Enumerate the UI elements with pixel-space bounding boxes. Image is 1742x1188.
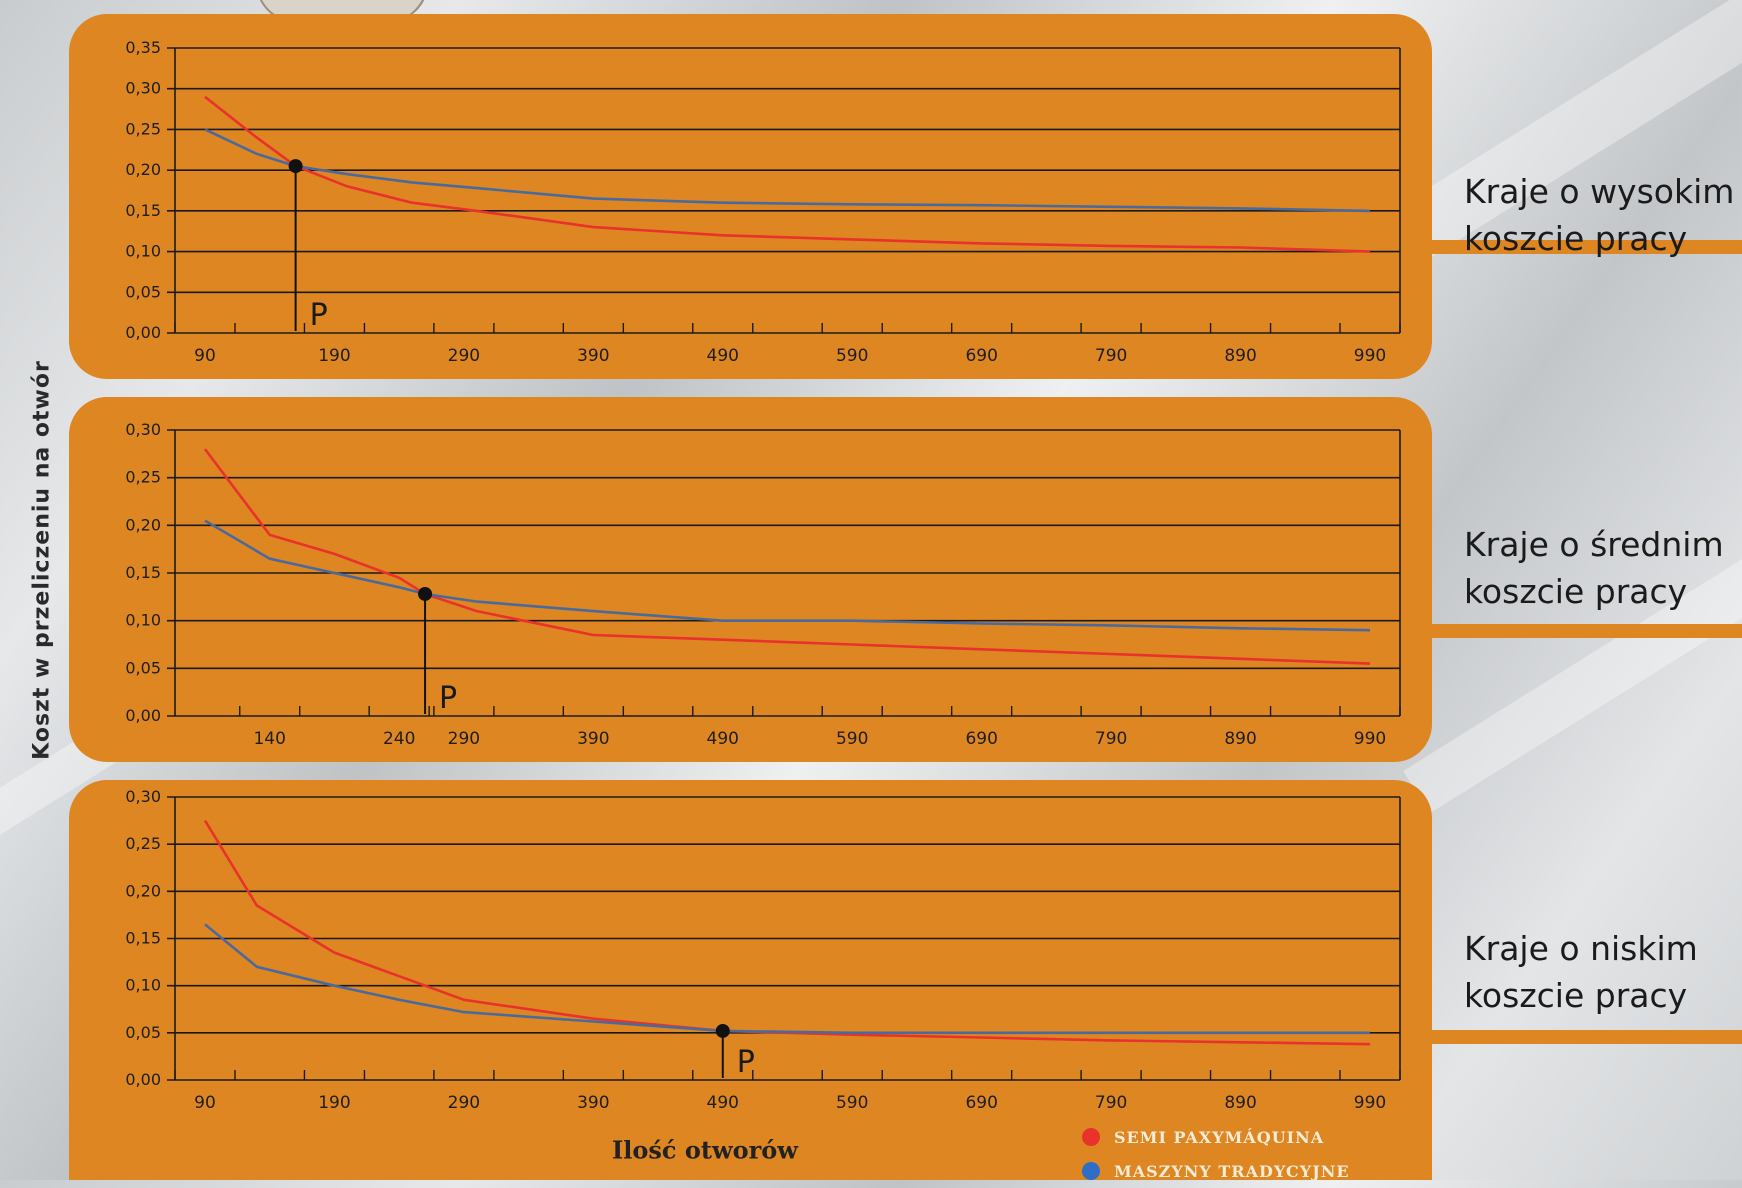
y-tick-label: 0,20 — [125, 881, 161, 900]
x-tick-label: 290 — [448, 729, 480, 749]
series-line-traditional — [204, 519, 1371, 632]
y-tick-label: 0,05 — [125, 658, 161, 677]
x-tick-label: 890 — [1224, 346, 1256, 366]
breakeven-point — [715, 1023, 730, 1038]
side-band-low — [1420, 1030, 1742, 1044]
y-tick-label: 0,20 — [125, 515, 161, 534]
breakeven-label: P — [310, 298, 328, 333]
side-band-high — [1420, 240, 1742, 254]
series-line-traditional — [204, 923, 1370, 1035]
x-tick-label: 490 — [707, 346, 739, 366]
chart-panel-medium — [69, 397, 1432, 762]
chart-panel-low — [69, 780, 1432, 1180]
legend-dot-semi — [1082, 1128, 1100, 1146]
y-tick-label: 0,10 — [125, 976, 161, 995]
legend: SEMI PAXYMÁQUINA MASZYNY TRADYCYJNE — [1082, 1120, 1350, 1188]
y-tick-label: 0,00 — [125, 323, 161, 342]
x-axis-title: Ilość otworów — [612, 1135, 798, 1165]
y-tick-label: 0,25 — [125, 834, 161, 853]
breakeven-label: P — [737, 1045, 755, 1080]
label-medium-labor-cost: Kraje o średnim koszcie pracy — [1464, 525, 1724, 611]
y-tick-label: 0,05 — [125, 282, 161, 301]
x-tick-label: 890 — [1224, 1093, 1256, 1113]
y-tick-label: 0,25 — [125, 119, 161, 138]
x-tick-label: 690 — [965, 346, 997, 366]
legend-item-traditional: MASZYNY TRADYCYJNE — [1082, 1154, 1350, 1188]
x-tick-label: 790 — [1095, 1093, 1127, 1113]
x-tick-label: 790 — [1095, 729, 1127, 749]
x-tick-label: 590 — [836, 346, 868, 366]
series-line-semi — [203, 448, 1371, 665]
y-tick-label: 0,10 — [125, 611, 161, 630]
y-tick-label: 0,15 — [125, 929, 161, 948]
x-tick-label: 790 — [1095, 346, 1127, 366]
x-tick-label: 140 — [253, 729, 285, 749]
x-tick-label: 390 — [577, 729, 609, 749]
x-tick-label: 190 — [318, 346, 350, 366]
breakeven-point — [418, 586, 433, 601]
label-high-labor-cost: Kraje o wysokim koszcie pracy — [1464, 172, 1735, 258]
x-tick-label: 190 — [318, 1093, 350, 1113]
y-tick-label: 0,10 — [125, 242, 161, 261]
chart-1: 0,00 0,05 0,10 0,15 0,20 0,25 0,30 0,35 90 190 290… — [125, 38, 1401, 366]
series-line-semi — [204, 95, 1371, 253]
legend-label-traditional: MASZYNY TRADYCYJNE — [1114, 1161, 1350, 1181]
x-tick-label: 290 — [448, 346, 480, 366]
legend-label-semi: SEMI PAXYMÁQUINA — [1114, 1127, 1325, 1147]
breakeven-point — [288, 159, 303, 174]
x-tick-label: 690 — [965, 729, 997, 749]
side-band-medium — [1420, 624, 1742, 638]
legend-dot-traditional — [1082, 1162, 1100, 1180]
x-tick-label: 490 — [707, 1093, 739, 1113]
x-tick-label: 490 — [707, 729, 739, 749]
y-tick-label: 0,15 — [125, 563, 161, 582]
y-tick-label: 0,20 — [125, 160, 161, 179]
y-tick-label: 0,00 — [125, 706, 161, 725]
x-tick-label: 390 — [577, 1093, 609, 1113]
x-tick-label: 290 — [448, 1093, 480, 1113]
y-tick-label: 0,25 — [125, 468, 161, 487]
series-line-semi — [203, 819, 1371, 1046]
chart-2: 0,00 0,05 0,10 0,15 0,20 0,25 0,30 140 240 290 390… — [125, 420, 1401, 749]
chart-3: 0,00 0,05 0,10 0,15 0,20 0,25 0,30 90 190 290 390 4… — [125, 787, 1401, 1113]
y-tick-label: 0,05 — [125, 1023, 161, 1042]
x-tick-label: 390 — [577, 346, 609, 366]
label-low-labor-cost: Kraje o niskim koszcie pracy — [1464, 929, 1698, 1015]
x-tick-label: 90 — [194, 346, 216, 366]
breakeven-label: P — [439, 681, 457, 716]
x-tick-label: 690 — [965, 1093, 997, 1113]
legend-item-semi: SEMI PAXYMÁQUINA — [1082, 1120, 1350, 1154]
y-tick-label: 0,30 — [125, 787, 161, 806]
y-tick-label: 0,35 — [125, 38, 161, 57]
x-tick-label: 240 — [383, 729, 415, 749]
x-tick-label: 990 — [1354, 729, 1386, 749]
x-tick-label: 890 — [1224, 729, 1256, 749]
x-tick-label: 590 — [836, 1093, 868, 1113]
x-tick-label: 990 — [1354, 346, 1386, 366]
x-tick-label: 590 — [836, 729, 868, 749]
x-tick-label: 990 — [1354, 1093, 1386, 1113]
y-tick-label: 0,00 — [125, 1070, 161, 1089]
y-tick-label: 0,15 — [125, 201, 161, 220]
y-tick-label: 0,30 — [125, 79, 161, 98]
y-tick-label: 0,30 — [125, 420, 161, 439]
x-tick-label: 90 — [194, 1093, 216, 1113]
